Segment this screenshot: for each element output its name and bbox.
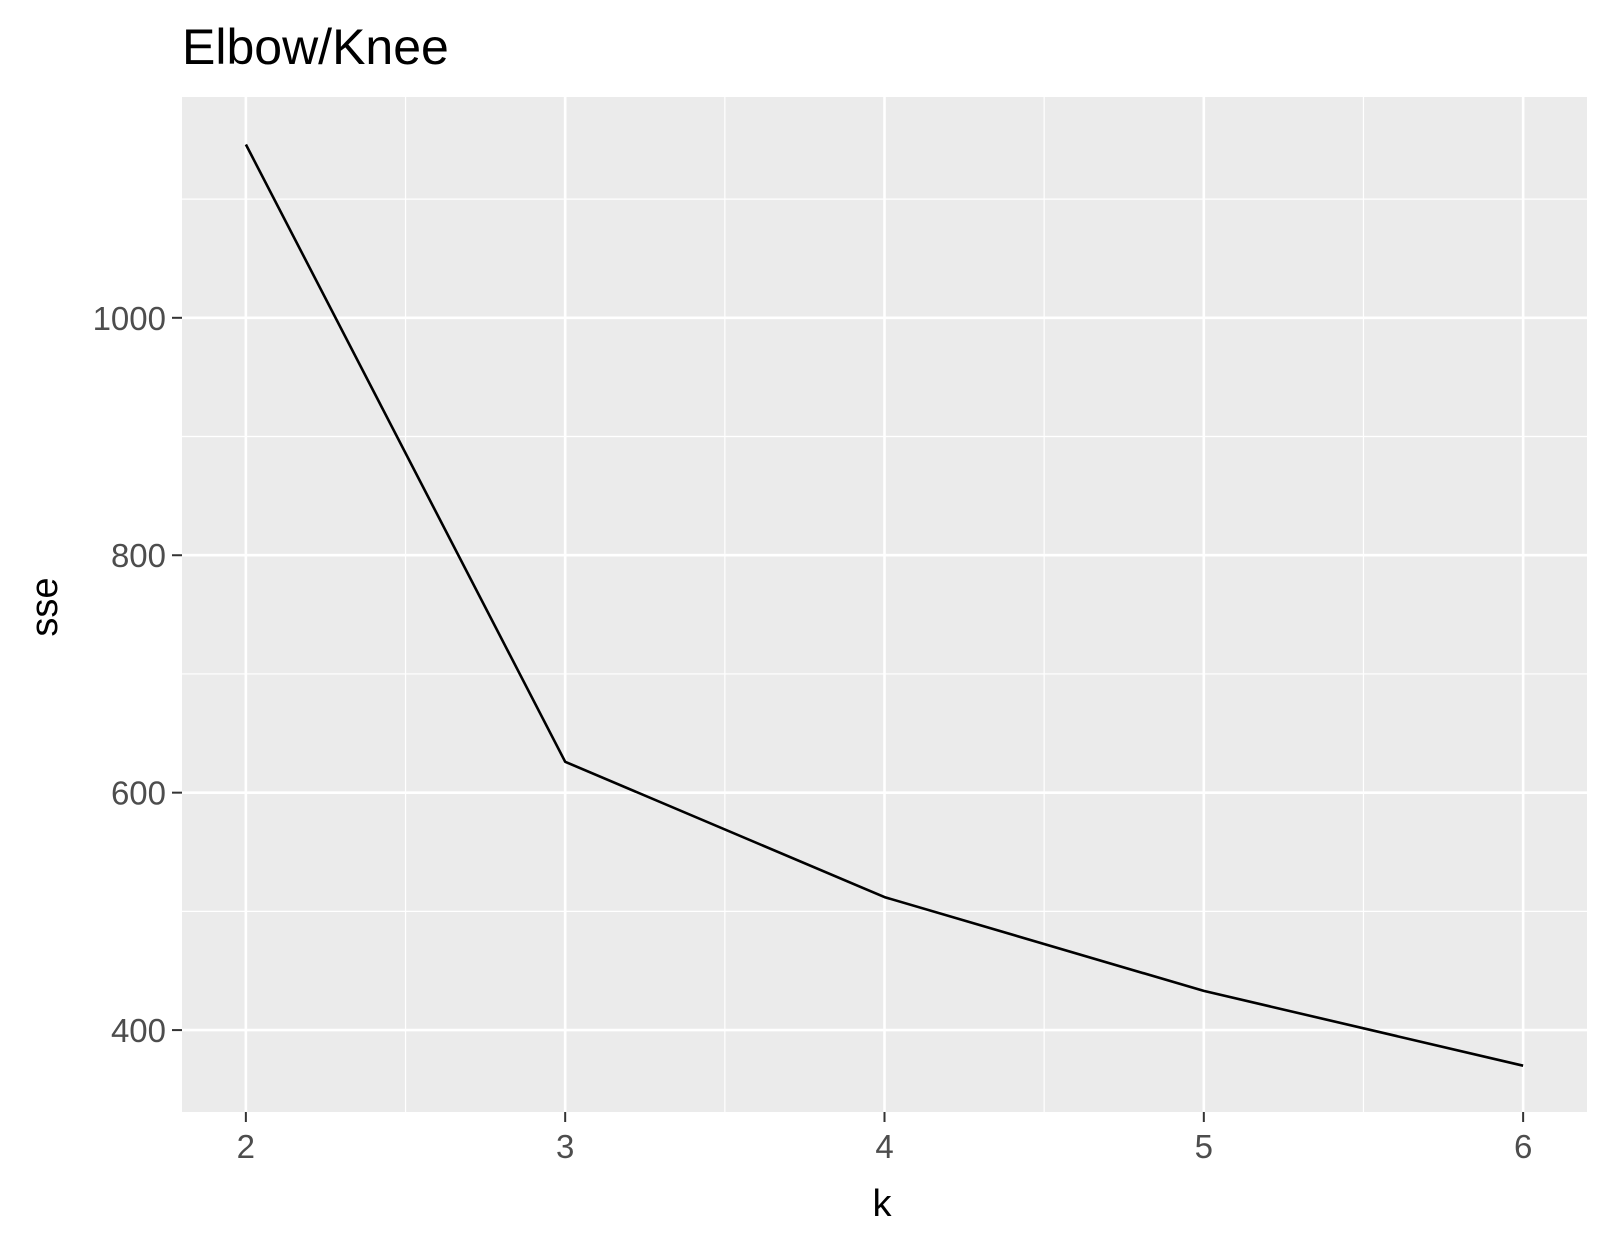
series-line — [244, 143, 1524, 1067]
x-tick-label: 2 — [237, 1128, 255, 1165]
x-axis: 2 3 4 5 6 — [237, 1112, 1532, 1165]
y-tick-label: 400 — [111, 1012, 166, 1049]
x-tick-label: 3 — [556, 1128, 574, 1165]
y-tick-label: 800 — [111, 537, 166, 574]
y-tick-label: 1000 — [93, 300, 166, 337]
x-tick-label: 6 — [1514, 1128, 1532, 1165]
y-axis-title: sse — [24, 577, 66, 636]
y-axis: 400 600 800 1000 — [93, 300, 182, 1049]
x-axis-title: k — [873, 1183, 893, 1225]
series-layer — [244, 143, 1524, 1067]
x-tick-label: 4 — [875, 1128, 893, 1165]
chart-title: Elbow/Knee — [182, 19, 449, 75]
major-gridlines — [182, 97, 1587, 1112]
y-tick-label: 600 — [111, 775, 166, 812]
x-tick-label: 5 — [1195, 1128, 1213, 1165]
